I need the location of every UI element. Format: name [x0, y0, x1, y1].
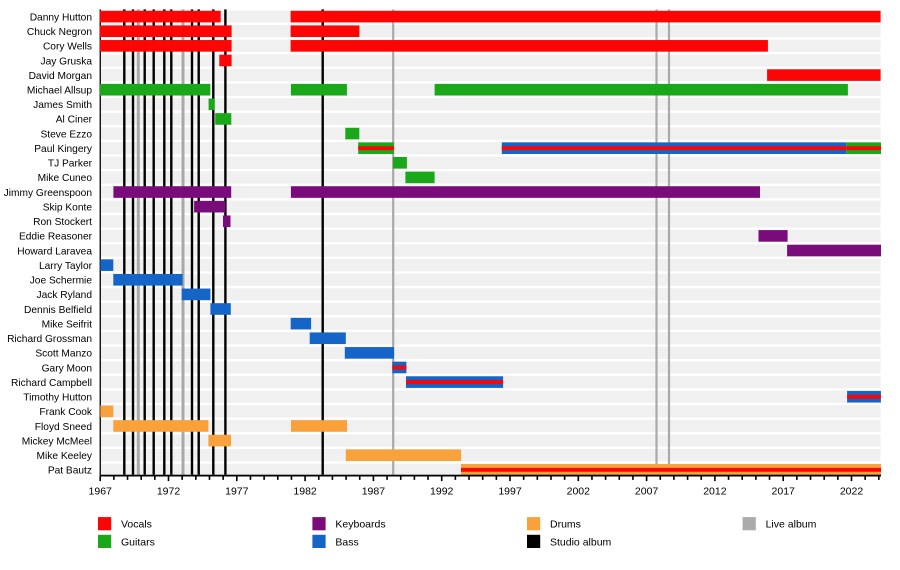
svg-text:Howard Laravea: Howard Laravea	[17, 246, 92, 257]
svg-text:1967: 1967	[89, 486, 113, 498]
svg-text:Steve Ezzo: Steve Ezzo	[40, 129, 92, 140]
svg-text:Pat Bautz: Pat Bautz	[48, 466, 92, 477]
svg-text:Bass: Bass	[335, 536, 358, 548]
svg-text:1997: 1997	[498, 486, 522, 498]
svg-text:1982: 1982	[293, 486, 317, 498]
svg-text:1987: 1987	[362, 486, 386, 498]
svg-text:Studio album: Studio album	[550, 536, 612, 548]
svg-text:Michael Allsup: Michael Allsup	[27, 86, 92, 97]
svg-text:Larry Taylor: Larry Taylor	[39, 261, 93, 272]
svg-text:Keyboards: Keyboards	[335, 519, 385, 531]
svg-text:Gary Moon: Gary Moon	[42, 363, 92, 374]
svg-text:Mike Keeley: Mike Keeley	[37, 451, 93, 462]
svg-text:1977: 1977	[225, 486, 249, 498]
svg-text:Al Ciner: Al Ciner	[56, 115, 93, 126]
svg-text:Scott Manzo: Scott Manzo	[35, 349, 92, 360]
svg-text:2007: 2007	[635, 486, 659, 498]
svg-text:Drums: Drums	[550, 519, 581, 531]
svg-text:Live album: Live album	[766, 519, 817, 531]
svg-text:1972: 1972	[157, 486, 181, 498]
svg-text:Ron Stockert: Ron Stockert	[33, 217, 92, 228]
svg-text:Joe Schermie: Joe Schermie	[30, 276, 93, 287]
svg-text:Mickey McMeel: Mickey McMeel	[22, 436, 92, 447]
svg-text:Paul Kingery: Paul Kingery	[34, 144, 93, 155]
svg-text:2002: 2002	[567, 486, 591, 498]
svg-text:Eddie Reasoner: Eddie Reasoner	[19, 232, 93, 243]
svg-text:James Smith: James Smith	[33, 100, 92, 111]
svg-text:Frank Cook: Frank Cook	[39, 407, 93, 418]
svg-text:2017: 2017	[772, 486, 796, 498]
svg-text:Chuck Negron: Chuck Negron	[27, 27, 92, 38]
svg-text:Floyd Sneed: Floyd Sneed	[35, 422, 93, 433]
svg-text:1992: 1992	[430, 486, 454, 498]
svg-text:Skip Konte: Skip Konte	[43, 202, 93, 213]
svg-text:Dennis Belfield: Dennis Belfield	[24, 305, 92, 316]
svg-text:Cory Wells: Cory Wells	[43, 42, 92, 53]
svg-text:Danny Hutton: Danny Hutton	[30, 12, 92, 23]
svg-text:Jimmy Greenspoon: Jimmy Greenspoon	[4, 188, 92, 199]
svg-text:Vocals: Vocals	[121, 519, 152, 531]
svg-text:David Morgan: David Morgan	[29, 71, 92, 82]
svg-text:Guitars: Guitars	[121, 536, 155, 548]
svg-text:Richard Campbell: Richard Campbell	[11, 378, 92, 389]
svg-text:Jack Ryland: Jack Ryland	[37, 290, 93, 301]
svg-text:2012: 2012	[703, 486, 727, 498]
svg-text:Jay Gruska: Jay Gruska	[40, 56, 92, 67]
svg-text:Richard Grossman: Richard Grossman	[7, 334, 92, 345]
svg-text:Timothy Hutton: Timothy Hutton	[23, 393, 92, 404]
svg-text:Mike Cuneo: Mike Cuneo	[38, 173, 93, 184]
svg-text:Mike Seifrit: Mike Seifrit	[42, 319, 93, 330]
svg-text:TJ Parker: TJ Parker	[48, 159, 93, 170]
svg-text:2022: 2022	[840, 486, 864, 498]
